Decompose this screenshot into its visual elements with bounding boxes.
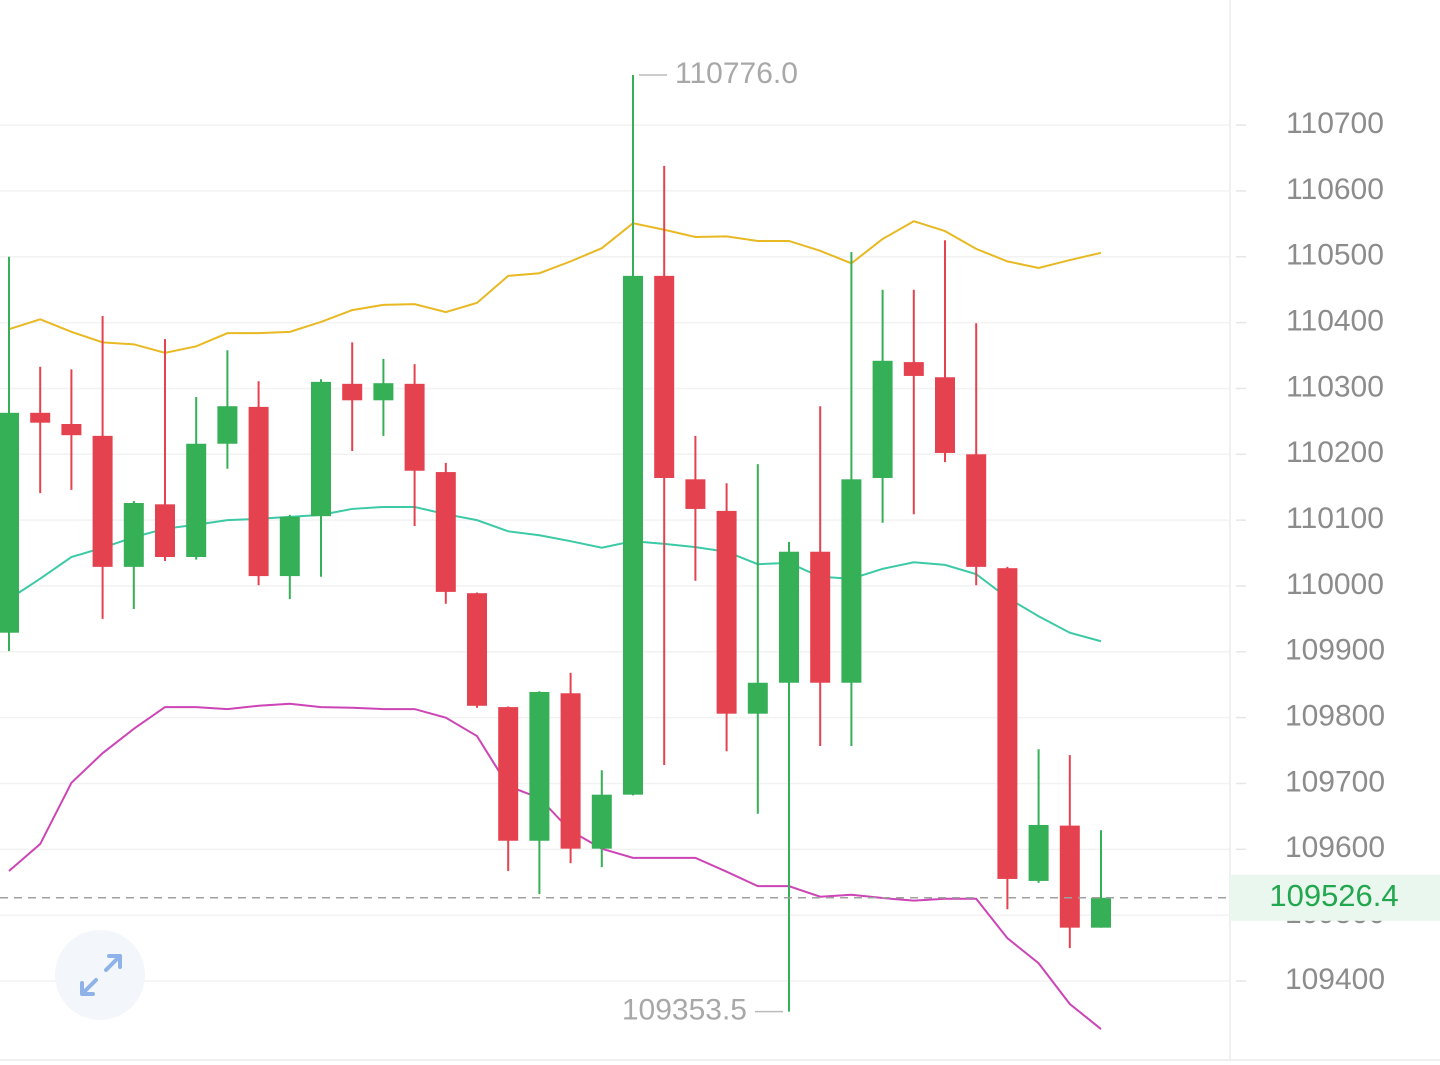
grid: 1094001095001096001097001098001099001100… [0,107,1385,996]
candle-body [217,406,238,444]
candle-body [248,406,269,577]
candle-body [1091,897,1111,928]
candle-body [123,503,144,567]
candle-body [342,383,363,401]
candle-body [779,551,799,683]
expand-button[interactable] [55,930,145,1020]
bands [8,220,1102,1030]
candle-body [935,377,955,453]
y-tick-label: 110100 [1286,502,1384,535]
y-tick-label: 109400 [1285,963,1385,996]
y-tick-label: 110300 [1286,370,1384,403]
candle-body [747,682,768,714]
candle-body [373,383,394,401]
y-tick-label: 109700 [1285,765,1385,798]
y-tick-label: 110200 [1286,436,1384,469]
candle-body [560,693,581,849]
candle-body [1028,824,1049,881]
candle-body [716,510,737,714]
expand-icon[interactable] [80,954,122,996]
y-tick-label: 110600 [1286,173,1384,206]
overlay: 110776.0 109353.5 109526.4 [0,57,1440,1027]
candles [0,75,1111,1012]
candle-body [966,454,987,567]
candle-body [30,412,51,423]
y-tick-label: 110500 [1286,239,1384,272]
candle-body [997,568,1018,879]
candle-body [92,435,113,567]
y-tick-label: 109600 [1285,831,1385,864]
y-tick-label: 110700 [1286,107,1384,140]
y-tick-label: 109900 [1285,634,1385,667]
candle-body [529,691,550,841]
candle-body [623,275,643,795]
expand-button-bg[interactable] [55,930,145,1020]
y-tick-label: 110000 [1286,568,1384,601]
last-price-box [1230,874,1440,921]
candle-body [279,516,300,577]
candle-body [685,479,706,509]
band-line [8,220,1102,354]
band-line [8,702,1102,1030]
y-tick-label: 110400 [1286,305,1384,338]
candle-body [155,504,175,557]
candle-body [810,551,831,683]
candle-body [654,275,675,478]
candle-body [61,424,82,436]
candle-body [0,412,19,633]
low-label: 109353.5 [622,994,747,1027]
candle-body [872,360,893,478]
candle-body [903,362,924,376]
candle-body [1059,825,1080,928]
candle-body [435,472,456,592]
high-label: 110776.0 [675,57,798,90]
candle-body [498,707,519,841]
y-tick-label: 109800 [1285,700,1385,733]
candle-body [311,381,331,517]
last-price-label: 109526.4 [1269,878,1398,913]
candle-body [591,794,612,849]
candle-body [467,593,487,706]
candle-body [404,383,425,471]
candle-body [841,479,862,683]
candle-body [186,443,207,557]
